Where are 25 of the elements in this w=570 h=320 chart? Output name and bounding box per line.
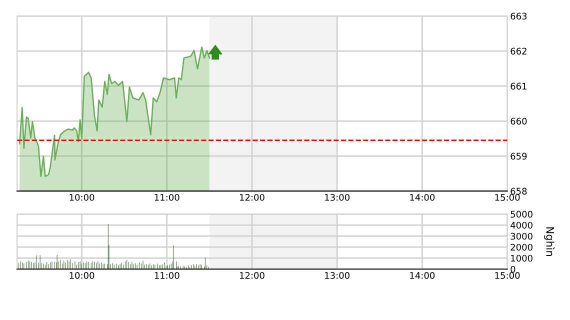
y-tick-label: 4000 <box>510 222 532 229</box>
y-tick-label: 5000 <box>510 210 532 218</box>
x-tick-label: 13:00 <box>325 194 350 201</box>
y-tick-label: 1000 <box>511 254 532 262</box>
x-tick-label: 15:00 <box>495 272 520 279</box>
y-tick-label: 2000 <box>510 244 532 251</box>
y-tick-label: 663 <box>510 12 527 20</box>
x-tick-label: 12:00 <box>240 194 264 201</box>
x-tick-label: 11:00 <box>154 272 180 279</box>
x-tick-label: 14:00 <box>410 194 435 201</box>
y-tick-label: 662 <box>510 48 526 55</box>
y-tick-label: 661 <box>510 82 526 90</box>
y-tick-label: 0 <box>510 266 516 273</box>
x-tick-label: 13:00 <box>325 272 350 279</box>
y-tick-label: 660 <box>510 118 527 125</box>
x-tick-label: 10:00 <box>70 194 94 201</box>
x-tick-label: 14:00 <box>410 272 435 279</box>
y-tick-label: 658 <box>510 188 527 195</box>
x-tick-label: 10:00 <box>70 272 94 279</box>
x-tick-label: 12:00 <box>240 272 264 279</box>
y-axis-title: Nghìn <box>544 227 555 256</box>
x-tick-label: 11:00 <box>154 194 180 201</box>
x-tick-label: 15:00 <box>495 194 520 201</box>
y-tick-label: 3000 <box>510 232 532 240</box>
y-tick-label: 659 <box>510 152 527 160</box>
